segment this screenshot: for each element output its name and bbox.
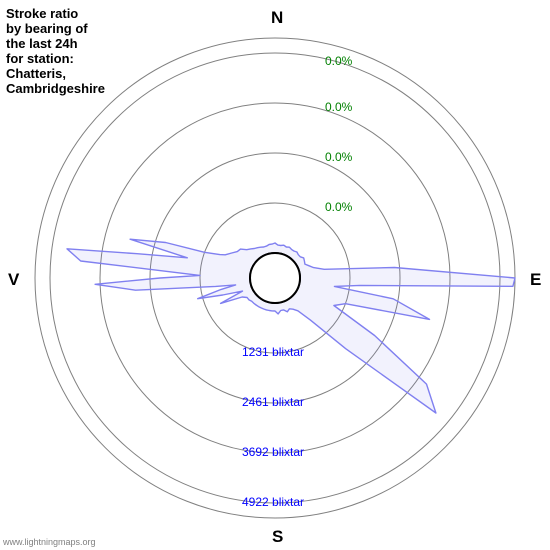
blixtar-label-1: 2461 blixtar: [242, 395, 304, 409]
pct-label-3: 0.0%: [325, 54, 352, 68]
compass-V: V: [8, 270, 19, 290]
chart-title: Stroke ratio by bearing of the last 24h …: [6, 6, 105, 96]
attribution-text: www.lightningmaps.org: [3, 537, 96, 547]
blixtar-label-0: 1231 blixtar: [242, 345, 304, 359]
pct-label-2: 0.0%: [325, 100, 352, 114]
compass-S: S: [272, 527, 283, 547]
compass-N: N: [271, 8, 283, 28]
compass-E: E: [530, 270, 541, 290]
pct-label-1: 0.0%: [325, 150, 352, 164]
blixtar-label-2: 3692 blixtar: [242, 445, 304, 459]
pct-label-0: 0.0%: [325, 200, 352, 214]
blixtar-label-3: 4922 blixtar: [242, 495, 304, 509]
